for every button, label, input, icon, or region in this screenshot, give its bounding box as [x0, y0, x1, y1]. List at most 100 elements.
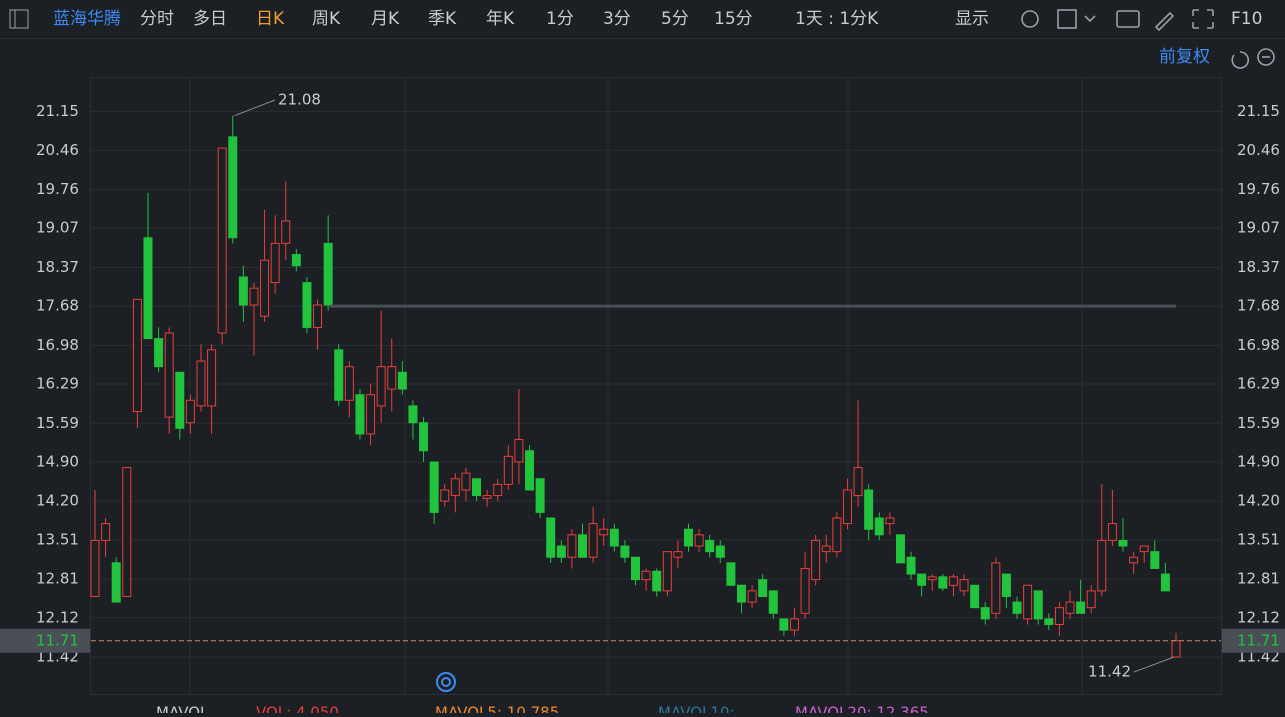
y-tick-label-right: 20.46 — [1237, 141, 1280, 159]
y-tick-label: 14.90 — [36, 452, 79, 470]
y-tick-label-right: 16.98 — [1237, 336, 1280, 354]
candle-body — [217, 147, 227, 334]
y-tick-label: 12.12 — [36, 608, 79, 626]
stock-name: 蓝海华腾 — [53, 9, 121, 29]
candle-body — [578, 534, 588, 558]
sidebar-toggle[interactable] — [9, 9, 29, 29]
candle-body — [641, 570, 651, 581]
candle-body — [631, 556, 640, 581]
indicator-item: MAVOL20: 12,365 — [795, 704, 929, 714]
candle-body — [715, 545, 725, 558]
y-tick-label-right: 18.37 — [1237, 258, 1280, 276]
candle-body — [355, 394, 365, 435]
candle-body — [991, 562, 1001, 614]
candle-body — [948, 576, 958, 586]
period-tab[interactable]: 多日 — [193, 9, 227, 29]
candle-body — [842, 489, 852, 525]
candle-body — [1107, 523, 1117, 541]
y-tick-label: 20.46 — [36, 141, 79, 159]
range-select[interactable]: 1天 : 1分K — [795, 9, 879, 29]
period-tab[interactable]: 3分 — [603, 9, 631, 29]
candle-body — [832, 517, 842, 553]
candle-body — [302, 282, 312, 328]
candle-body — [387, 366, 397, 390]
locate-icon[interactable] — [436, 672, 456, 692]
candle-body — [811, 539, 821, 581]
indicator-item: VOL: 4,050 — [256, 704, 339, 714]
candle-body — [111, 562, 121, 603]
reset-icon[interactable] — [1231, 51, 1250, 69]
candle-body — [228, 136, 238, 239]
y-tick-label-right: 15.59 — [1237, 414, 1280, 432]
dropdown-icon[interactable] — [1084, 15, 1096, 23]
period-tab[interactable]: 日K — [256, 9, 285, 29]
y-tick-label-right: 13.51 — [1237, 530, 1280, 548]
fullscreen-icon[interactable] — [1192, 9, 1214, 29]
candle-body — [376, 366, 386, 407]
edit-icon[interactable] — [1154, 11, 1175, 32]
indicator-item: MAVOL5: 10,785 — [435, 704, 559, 714]
y-tick-label-right: 19.07 — [1237, 219, 1280, 237]
settings-icon[interactable] — [1021, 10, 1039, 28]
period-tab[interactable]: 15分 — [714, 9, 753, 29]
candle-body — [789, 618, 799, 631]
period-tab[interactable]: 5分 — [661, 9, 689, 29]
candle-body — [864, 489, 874, 530]
y-tick-label-right: 21.15 — [1237, 102, 1280, 120]
candle-body — [461, 472, 471, 491]
candle-body — [959, 579, 969, 592]
toolbar: 蓝海华腾 分时 多日 日K 周K 月K 季K 年K 1分 3分 5分 15分 1天 : 1分K 显示 F10 — [53, 9, 1262, 29]
candle-body — [1065, 601, 1075, 614]
candle-body — [609, 528, 619, 547]
candle-body — [736, 584, 746, 603]
candle-body — [1139, 545, 1149, 553]
f10-button[interactable]: F10 — [1231, 9, 1262, 29]
y-tick-label-right: 12.81 — [1237, 570, 1280, 588]
adjust-mode[interactable]: 前复权 — [1159, 47, 1210, 67]
y-tick-label: 15.59 — [36, 414, 79, 432]
plot: 21.15 21.15 20.46 20.46 19.76 19.76 19.07 19.07… — [0, 91, 1285, 681]
candle-body — [1044, 618, 1054, 625]
period-tab[interactable]: 周K — [312, 9, 341, 29]
period-tab[interactable]: 年K — [486, 9, 515, 29]
candle-body — [1160, 573, 1170, 592]
candle-body — [101, 523, 111, 541]
y-tick-label: 18.37 — [36, 258, 79, 276]
candle-body — [1150, 551, 1160, 569]
y-tick-label-right: 19.76 — [1237, 180, 1280, 198]
indicator-name: MAVOL — [156, 704, 209, 714]
candle-body — [450, 478, 460, 497]
last-price-label: 11.71 — [36, 631, 79, 649]
y-tick-label: 17.68 — [36, 297, 79, 315]
period-tab[interactable]: 季K — [428, 9, 457, 29]
candle-body — [567, 534, 577, 558]
y-tick-label: 16.29 — [36, 375, 79, 393]
y-tick-label-right: 14.20 — [1237, 492, 1280, 510]
period-tab[interactable]: 1分 — [546, 9, 574, 29]
candle-body — [874, 517, 884, 536]
camera-icon[interactable] — [1116, 10, 1140, 28]
display-menu[interactable]: 显示 — [955, 9, 989, 29]
candle-body — [885, 517, 895, 525]
y-tick-label: 16.98 — [36, 336, 79, 354]
checkbox-icon[interactable] — [1057, 9, 1077, 29]
period-tab[interactable]: 月K — [371, 9, 400, 29]
period-tab[interactable]: 分时 — [140, 9, 174, 29]
y-tick-label-right: 12.12 — [1237, 608, 1280, 626]
min-label: 11.42 — [1088, 663, 1131, 681]
last-price-box — [0, 628, 90, 653]
candle-body — [207, 349, 217, 407]
collapse-icon[interactable] — [1257, 48, 1275, 66]
candle-body — [1023, 584, 1033, 620]
candle-body — [556, 545, 566, 558]
indicator-legend: MAVOL VOL: 4,050 MAVOL5: 10,785 MAVOL10: MAV… — [156, 704, 929, 717]
candle-body — [1076, 601, 1086, 614]
min-pointer — [1133, 656, 1175, 673]
candle-body — [482, 495, 492, 499]
candle-body — [588, 523, 598, 558]
candle-body — [895, 534, 905, 564]
y-tick-label: 13.51 — [36, 530, 79, 548]
candle-body — [323, 242, 333, 306]
candle-body — [90, 539, 100, 597]
